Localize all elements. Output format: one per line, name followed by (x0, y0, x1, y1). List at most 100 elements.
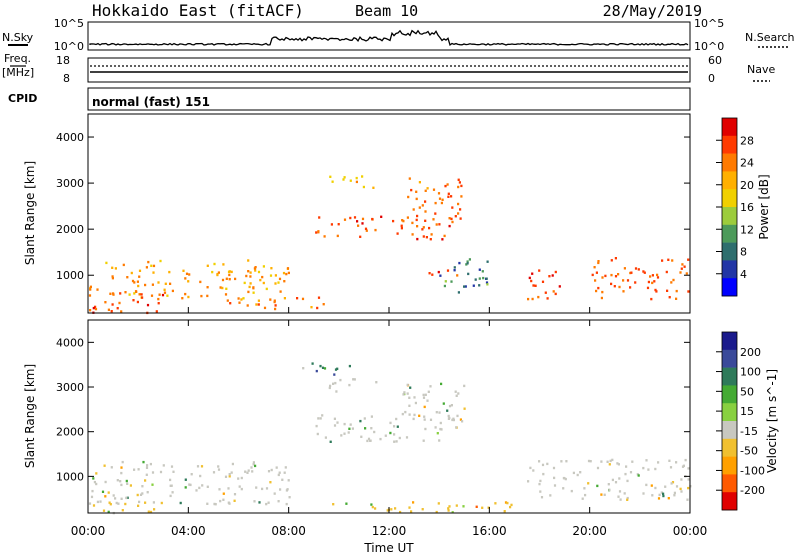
velocity-cell (99, 500, 102, 503)
power-cell (257, 299, 260, 302)
velocity-cell (252, 463, 255, 466)
power-cell (118, 301, 121, 305)
power-cell (402, 219, 405, 223)
velocity-cell (600, 460, 603, 463)
velocity-cell (584, 493, 587, 497)
velocity-colorbar: 200 100 50 15 -15 -50 -100 -200 Velocity [m s^-… (716, 331, 779, 511)
power-cell (649, 275, 652, 278)
power-cell (254, 266, 257, 269)
nsearch-tick-bottom: 10^0 (694, 40, 724, 53)
power-cell (432, 188, 436, 191)
velocity-cell (162, 464, 165, 467)
power-cell (261, 275, 264, 279)
velocity-cell (389, 431, 392, 435)
velocity-cell (238, 485, 241, 488)
power-cell (315, 231, 318, 234)
power-cell (171, 289, 174, 293)
velocity-cell (351, 427, 354, 430)
power-cell (597, 286, 600, 290)
velocity-cell (614, 481, 618, 484)
velocity-cell (348, 427, 351, 430)
power-cell (411, 221, 414, 225)
power-cell (138, 269, 142, 272)
power-cell (613, 285, 616, 288)
power-cell (451, 206, 454, 209)
power-cell (249, 282, 252, 285)
velocity-cell (179, 501, 182, 505)
power-cell (252, 291, 255, 294)
power-cell (364, 227, 368, 230)
velocity-cell (171, 491, 174, 494)
power-cell (246, 304, 249, 307)
power-cell (147, 260, 150, 264)
power-cell (551, 274, 554, 277)
velocity-cbar-tick-label: -200 (740, 484, 765, 497)
power-cbar-tick-label: 8 (740, 246, 747, 259)
power-cell (219, 286, 222, 289)
power-cell (485, 277, 488, 280)
velocity-cell (642, 466, 645, 470)
velocity-cell (687, 467, 690, 470)
power-cbar-swatch (722, 189, 737, 208)
velocity-cbar-swatch (722, 403, 737, 422)
power-cell (353, 216, 357, 219)
nsearch-tick-top: 10^5 (694, 17, 724, 30)
velocity-cell (570, 489, 573, 493)
power-cbar-swatch (722, 207, 737, 226)
velocity-cell (662, 492, 665, 495)
power-cell (646, 286, 650, 290)
velocity-cell (146, 491, 149, 494)
power-cell (460, 184, 463, 188)
power-cell (431, 273, 434, 276)
velocity-cell (386, 509, 389, 512)
power-cell (653, 280, 656, 283)
power-cell (415, 190, 418, 193)
velocity-cbar-swatch (722, 474, 737, 493)
power-cell (228, 270, 231, 273)
power-cell (537, 295, 540, 299)
velocity-cell (664, 485, 667, 488)
velocity-cell (654, 467, 657, 471)
velocity-cell (370, 415, 373, 418)
power-cell (126, 276, 129, 279)
velocity-cell (126, 496, 129, 499)
power-cell (372, 186, 375, 189)
power-cell (643, 271, 646, 274)
power-ytick-label: 1000 (56, 269, 84, 282)
nave-tick-top: 60 (708, 54, 722, 67)
power-cell (622, 279, 625, 282)
power-cell (234, 277, 237, 281)
power-cell (614, 257, 617, 260)
velocity-cell (96, 500, 99, 504)
power-cell (448, 217, 451, 220)
power-cell (318, 216, 321, 219)
velocity-cell (409, 386, 412, 389)
power-cell (247, 259, 250, 262)
nave-tick-bottom: 0 (708, 72, 715, 85)
power-cell (437, 192, 441, 195)
power-cell (593, 266, 596, 269)
power-cell (478, 284, 481, 287)
power-cell (138, 293, 141, 296)
velocity-cell (196, 465, 200, 468)
velocity-cell (250, 466, 253, 469)
power-cell (463, 285, 466, 288)
power-cell (451, 220, 454, 224)
power-cell (544, 291, 547, 294)
velocity-cell (95, 482, 98, 486)
power-cell (439, 274, 442, 277)
power-cell (168, 270, 171, 274)
velocity-cell (607, 483, 610, 486)
power-cell (421, 228, 424, 231)
power-cell (680, 267, 683, 270)
power-cell (548, 275, 551, 278)
x-tick-label: 08:00 (271, 524, 306, 538)
x-tick-label: 12:00 (372, 524, 407, 538)
velocity-cell (109, 503, 112, 506)
velocity-cell (278, 471, 281, 474)
velocity-cell (606, 460, 609, 463)
power-cell (89, 288, 92, 291)
power-cell (454, 215, 457, 218)
power-cell (96, 288, 99, 291)
velocity-cell (214, 503, 217, 506)
